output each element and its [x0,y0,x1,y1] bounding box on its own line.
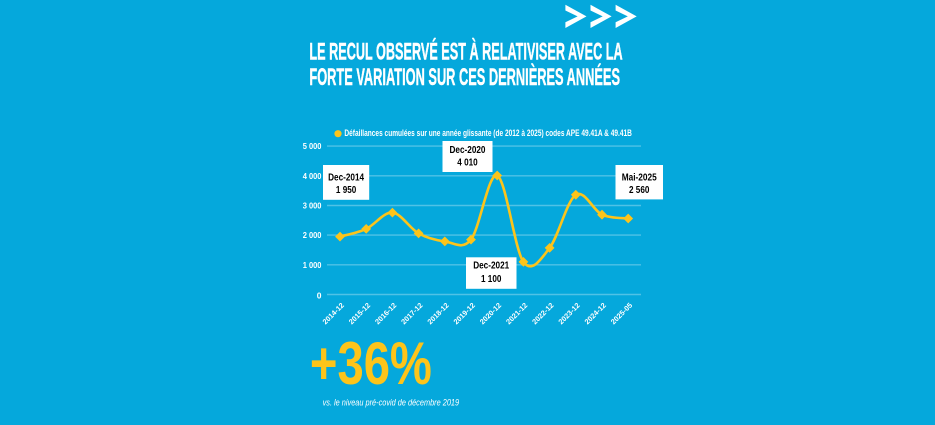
svg-text:Défaillances cumulées sur une: Défaillances cumulées sur une année glis… [344,128,632,138]
svg-text:3 000: 3 000 [303,201,322,211]
svg-text:0: 0 [317,290,322,300]
svg-text:Dec-2021: Dec-2021 [473,260,509,271]
svg-text:FORTE VARIATION SUR CES DERNIÈ: FORTE VARIATION SUR CES DERNIÈRES ANNÉES [309,63,620,91]
svg-text:Dec-2020: Dec-2020 [450,145,486,156]
svg-text:Dec-2014: Dec-2014 [328,172,364,183]
svg-text:2 000: 2 000 [303,230,322,240]
svg-text:2 560: 2 560 [629,185,650,196]
svg-text:1 100: 1 100 [481,274,502,285]
svg-text:5 000: 5 000 [303,141,322,151]
svg-text:4 000: 4 000 [303,171,322,181]
svg-text:vs. le niveau pré-covid de déc: vs. le niveau pré-covid de décembre 2019 [323,396,460,407]
svg-text:1 000: 1 000 [303,260,322,270]
svg-text:LE RECUL OBSERVÉ EST À RELATIV: LE RECUL OBSERVÉ EST À RELATIVISER AVEC … [309,37,622,65]
svg-text:Mai-2025: Mai-2025 [622,172,657,183]
svg-text:4 010: 4 010 [457,158,478,169]
svg-text:1 950: 1 950 [336,185,357,196]
svg-text:+36%: +36% [310,330,432,397]
